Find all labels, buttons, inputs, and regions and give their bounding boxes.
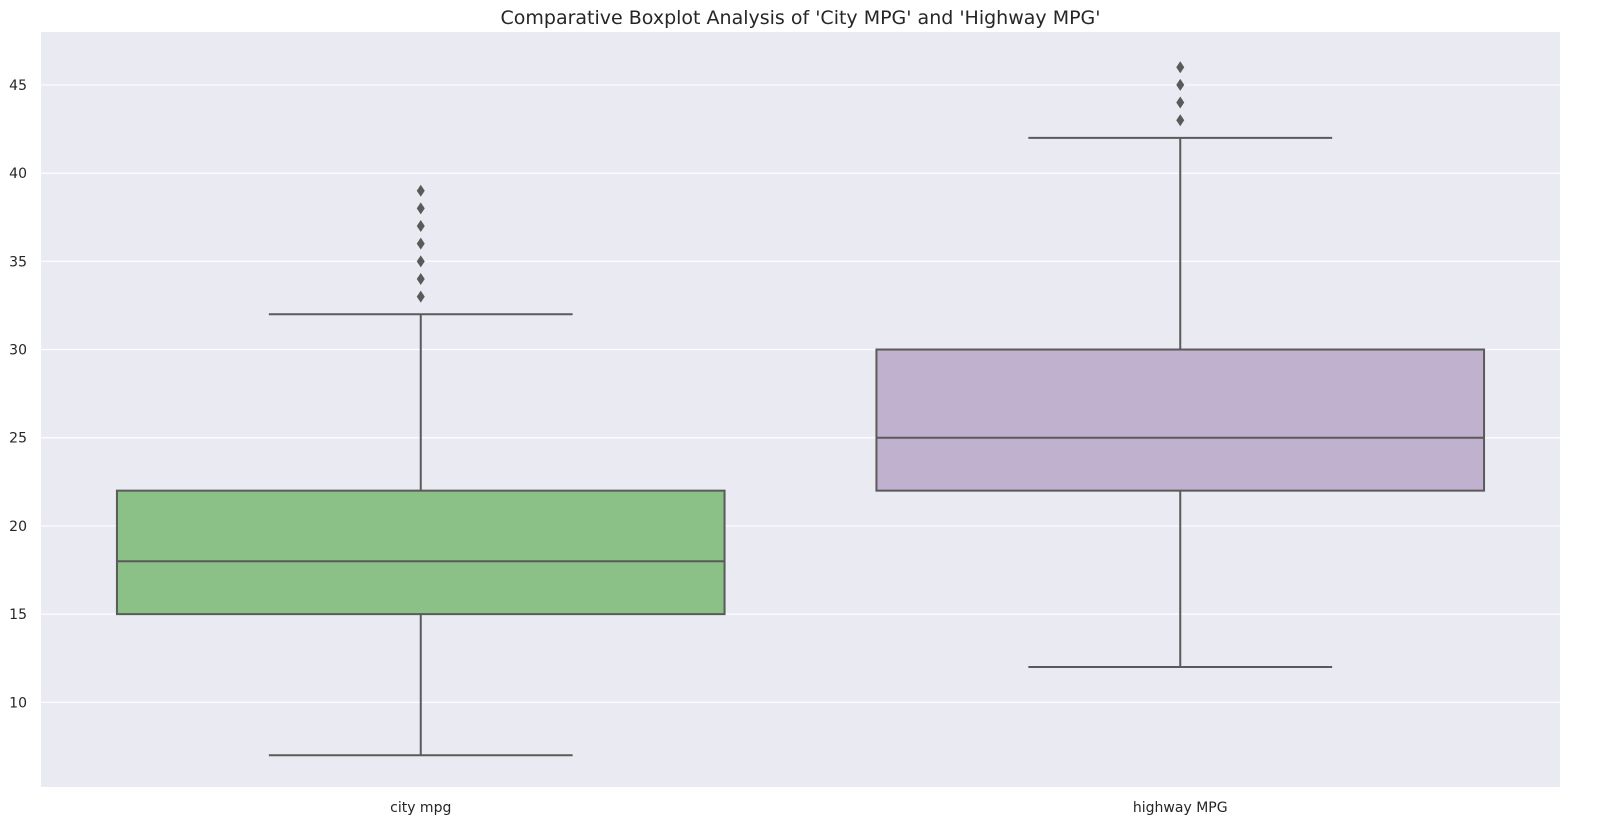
x-axis-categories: city mpg highway MPG bbox=[390, 800, 1227, 816]
outlier-point bbox=[416, 255, 425, 268]
box-group bbox=[115, 184, 726, 757]
y-tick-label: 45 bbox=[9, 78, 27, 94]
y-tick-label: 30 bbox=[9, 343, 27, 359]
y-tick-label: 15 bbox=[9, 607, 27, 623]
x-category-label: highway MPG bbox=[1133, 800, 1228, 816]
outlier-point bbox=[416, 290, 425, 303]
y-tick-label: 40 bbox=[9, 166, 27, 182]
chart-title: Comparative Boxplot Analysis of 'City MP… bbox=[501, 7, 1101, 29]
box-group bbox=[875, 61, 1486, 669]
y-tick-label: 35 bbox=[9, 254, 27, 270]
outlier-point bbox=[1176, 78, 1185, 91]
y-axis-ticks: 10 15 20 25 30 35 40 45 bbox=[9, 78, 27, 711]
outlier-point bbox=[416, 237, 425, 250]
boxes bbox=[115, 61, 1486, 757]
outlier-point bbox=[1176, 96, 1185, 109]
x-category-label: city mpg bbox=[390, 800, 451, 816]
outlier-point bbox=[416, 202, 425, 215]
outlier-point bbox=[416, 184, 425, 197]
y-tick-label: 10 bbox=[9, 695, 27, 711]
outlier-point bbox=[1176, 114, 1185, 127]
outlier-point bbox=[416, 272, 425, 285]
outlier-point bbox=[1176, 61, 1185, 74]
outlier-point bbox=[416, 220, 425, 233]
y-tick-label: 25 bbox=[9, 431, 27, 447]
y-tick-label: 20 bbox=[9, 519, 27, 535]
box-iqr bbox=[875, 348, 1486, 492]
box-iqr bbox=[115, 489, 726, 616]
